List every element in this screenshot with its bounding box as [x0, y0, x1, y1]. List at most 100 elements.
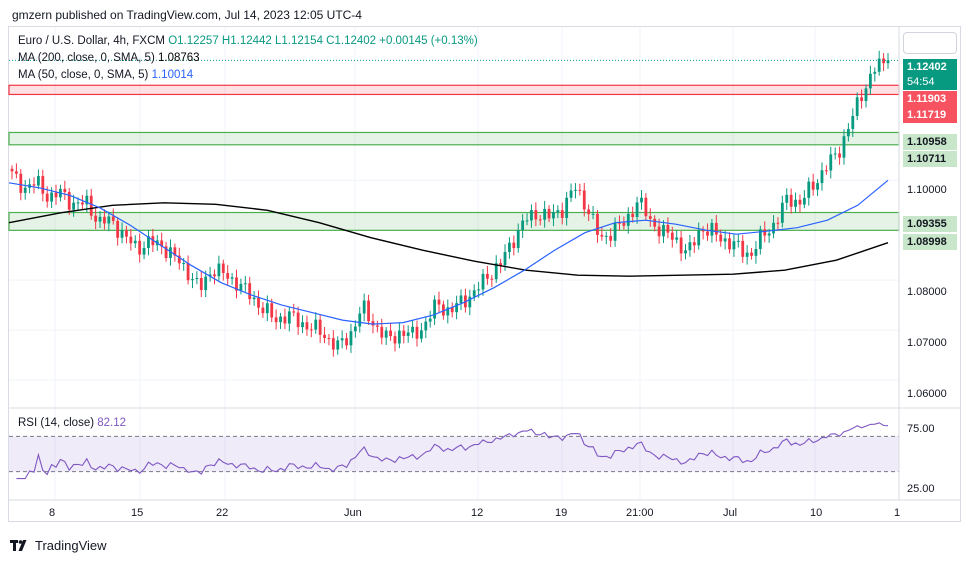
candle-body [824, 170, 828, 172]
candle-body [886, 60, 890, 64]
time-tick-label: Jun [344, 507, 362, 519]
time-tick-label: 19 [555, 507, 568, 519]
candle-body [76, 202, 80, 204]
candle-body [785, 194, 789, 203]
candle-body [270, 303, 274, 318]
candle-body [230, 277, 234, 279]
candle-body [864, 88, 868, 102]
candle-body [340, 338, 344, 341]
candle-body [177, 255, 181, 264]
candle-body [829, 154, 833, 171]
candle-body [243, 283, 247, 285]
candle-body [45, 193, 49, 202]
candle-body [217, 263, 221, 277]
candle-body [758, 229, 762, 249]
candle-body [103, 216, 106, 224]
candle-body [50, 192, 54, 202]
candle-body [688, 242, 692, 251]
candle-body [609, 235, 613, 241]
candle-body [772, 222, 775, 234]
ma200-legend[interactable]: MA (200, close, 0, SMA, 5) 1.08763 [18, 52, 200, 64]
chart-settings-button[interactable] [903, 32, 957, 54]
candle-body [640, 197, 643, 203]
candle-body [265, 303, 269, 314]
candle-body [160, 240, 164, 247]
candle-body [560, 210, 564, 218]
support-resistance-zones [8, 84, 900, 231]
candle-body [776, 222, 780, 224]
candle-body [327, 338, 331, 340]
candle-body [710, 222, 714, 236]
candle-body [701, 230, 705, 232]
candle-body [19, 173, 23, 193]
candle-body [855, 97, 859, 116]
candle-body [107, 216, 111, 224]
candle-body [816, 183, 819, 190]
candle-body [455, 303, 459, 313]
candle-body [353, 326, 357, 332]
candle-body [23, 187, 27, 193]
candle-body [653, 218, 657, 227]
candle-body [459, 295, 463, 304]
candle-body [860, 97, 863, 102]
candle-body [437, 299, 441, 305]
zone1-top-label: 1.11903 [903, 91, 957, 107]
candle-body [397, 330, 401, 344]
rsi-label: RSI (14, close) [18, 417, 95, 429]
tradingview-logo[interactable]: TradingView [10, 538, 107, 553]
candle-body [85, 195, 89, 205]
candle-body [490, 278, 494, 280]
change-value: +0.00145 (+0.13%) [379, 35, 478, 47]
time-tick-label: 15 [131, 507, 144, 519]
time-tick-label: 21:00 [626, 507, 654, 519]
candle-series [10, 50, 890, 357]
brand-name: TradingView [35, 538, 107, 553]
candle-body [318, 319, 322, 335]
candle-body [820, 170, 824, 184]
close-value: C1.12402 [326, 35, 377, 47]
ma200-value: 1.08763 [157, 52, 200, 64]
candle-body [574, 189, 577, 191]
candle-body [552, 212, 555, 219]
ma50-line [8, 179, 889, 325]
candle-body [670, 232, 674, 240]
ma50-legend[interactable]: MA (50, close, 0, SMA, 5) 1.10014 [18, 69, 193, 81]
candle-body [54, 192, 58, 198]
candle-body [851, 115, 855, 129]
zone2-bottom-label: 1.10711 [903, 151, 957, 167]
candle-body [292, 311, 296, 313]
candle-body [133, 240, 137, 244]
candle-body [424, 321, 428, 331]
candle-body [877, 58, 881, 72]
candle-body [767, 233, 771, 236]
candle-body [679, 237, 683, 254]
price-tick-label: 1.08000 [907, 286, 947, 298]
candle-body [794, 199, 797, 207]
candle-body [741, 240, 745, 257]
candle-body [450, 307, 454, 313]
candle-body [591, 213, 595, 215]
candle-body [446, 307, 450, 316]
candle-body [789, 194, 793, 207]
candle-body [358, 313, 362, 327]
candle-body [736, 240, 740, 242]
candle-body [120, 230, 124, 238]
grid-lines [9, 27, 899, 500]
high-value: H1.12442 [221, 35, 272, 47]
candle-body [283, 316, 287, 324]
rsi-legend[interactable]: RSI (14, close) 82.12 [18, 417, 126, 429]
candle-body [508, 242, 511, 252]
time-tick-label: 22 [216, 507, 229, 519]
ma200-label: MA (200, close, 0, SMA, 5) [18, 52, 155, 64]
candle-body [882, 58, 885, 64]
candle-body [433, 299, 436, 319]
candle-body [525, 220, 529, 222]
candle-body [714, 222, 718, 235]
candle-body [587, 209, 591, 215]
candle-body [547, 208, 551, 219]
candle-body [384, 330, 388, 338]
candle-body [807, 181, 811, 198]
zone-rect [8, 131, 900, 146]
candle-body [494, 263, 498, 280]
